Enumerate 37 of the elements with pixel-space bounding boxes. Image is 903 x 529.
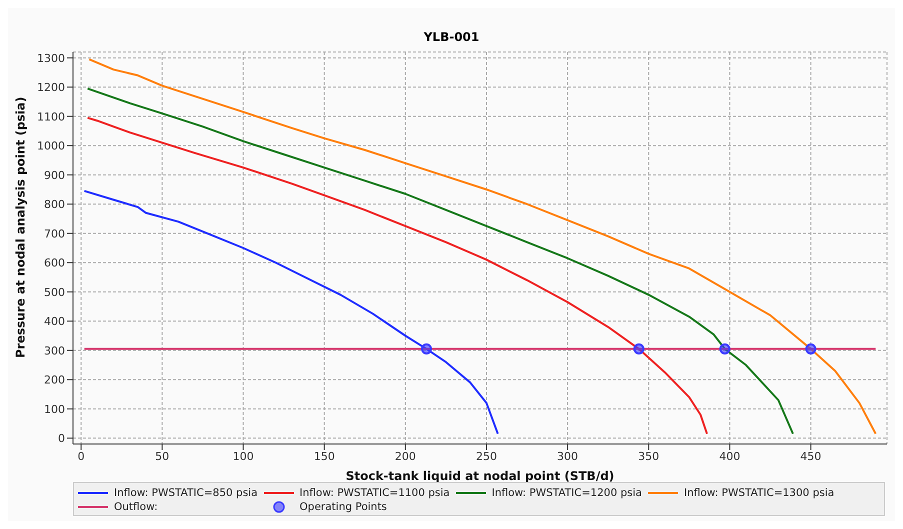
y-tick-label: 800 [44,198,65,212]
x-tick-label: 450 [800,450,822,463]
line-series [86,116,708,435]
y-tick-label: 600 [44,256,65,270]
x-tick-label: 50 [155,450,170,463]
legend-label: Inflow: PWSTATIC=1200 psia [492,487,642,499]
y-tick-label: 100 [44,402,65,416]
y-tick-label: 1200 [37,81,65,94]
legend-label: Inflow: PWSTATIC=1300 psia [684,487,834,499]
x-axis-title: Stock-tank liquid at nodal point (STB/d) [346,469,614,483]
y-tick-label: 200 [44,374,65,387]
x-tick-label: 400 [719,450,740,463]
y-tick-label: 300 [44,344,65,358]
y-tick-label: 700 [44,227,65,240]
legend-label: Inflow: PWSTATIC=850 psia [114,487,258,499]
y-tick-label: 500 [44,286,65,299]
line-series [88,58,877,435]
x-tick-label: 0 [78,450,85,463]
y-axis-title: Pressure at nodal analysis point (psia) [13,96,28,358]
legend-label: Inflow: PWSTATIC=1100 psia [300,487,450,499]
x-tick-label: 100 [232,450,254,463]
y-tick-label: 900 [44,168,65,182]
x-tick-label: 200 [394,450,416,463]
legend-label: Outflow: [114,501,158,513]
legend-label: Operating Points [300,501,387,513]
x-tick-label: 250 [476,450,497,463]
x-tick-label: 350 [638,450,660,463]
line-series [86,88,794,435]
x-tick-label: 300 [557,450,578,463]
y-tick-label: 0 [58,432,65,446]
line-series [83,190,499,435]
x-tick-label: 150 [314,450,335,463]
y-tick-label: 1000 [37,140,65,153]
y-tick-label: 1300 [37,52,65,65]
chart-title: YLB-001 [422,29,480,46]
y-tick-label: 400 [44,315,65,328]
y-tick-label: 1100 [37,110,65,124]
